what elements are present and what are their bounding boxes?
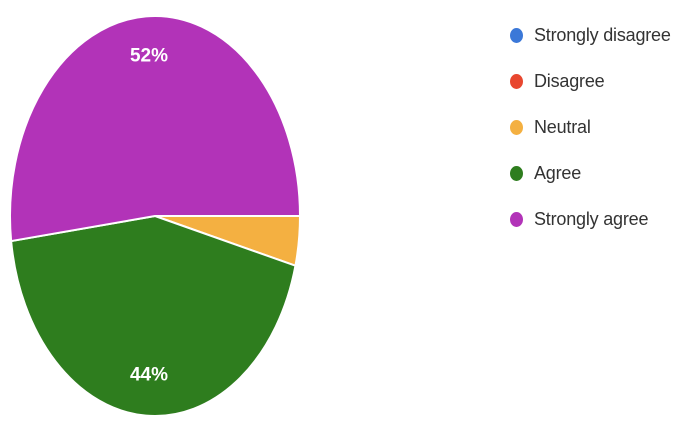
slice-label-agree: 44% [130, 365, 168, 386]
legend-item-agree: Agree [510, 156, 671, 190]
legend-label-disagree: Disagree [534, 70, 605, 91]
legend-item-disagree: Disagree [510, 64, 671, 98]
legend-label-neutral: Neutral [534, 116, 591, 137]
chart-legend: Strongly disagree Disagree Neutral Agree… [510, 18, 671, 236]
pie-slice-agree [10, 214, 297, 417]
legend-label-strongly-disagree: Strongly disagree [534, 24, 671, 45]
slice-label-strongly-agree: 52% [130, 45, 168, 66]
legend-label-strongly-agree: Strongly agree [534, 208, 649, 229]
legend-label-agree: Agree [534, 162, 582, 183]
legend-swatch-disagree [510, 73, 523, 89]
legend-item-strongly-disagree: Strongly disagree [510, 18, 671, 52]
legend-item-neutral: Neutral [510, 110, 671, 144]
legend-swatch-strongly-agree [510, 211, 523, 227]
legend-swatch-neutral [510, 119, 523, 135]
legend-swatch-strongly-disagree [510, 27, 523, 43]
legend-swatch-agree [510, 165, 523, 181]
pie-slice-strongly-agree [9, 15, 302, 243]
legend-item-strongly-agree: Strongly agree [510, 202, 671, 236]
